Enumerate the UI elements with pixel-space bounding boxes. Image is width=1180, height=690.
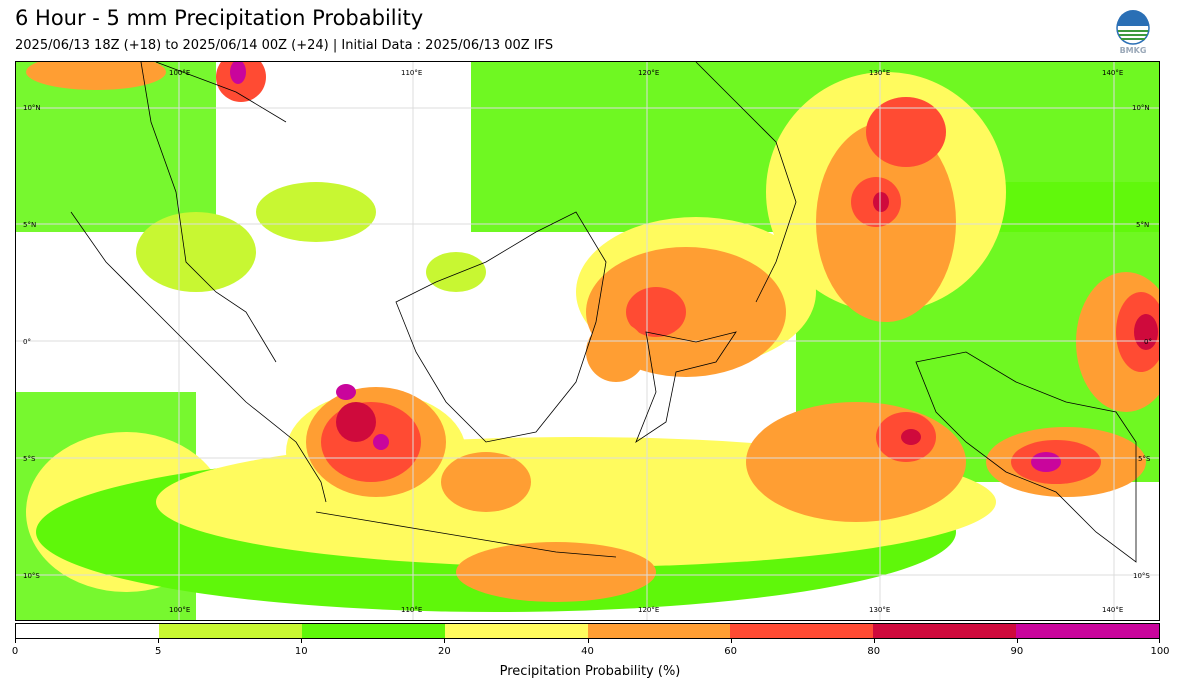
field-c-red	[626, 287, 686, 337]
lon-label-bottom-140: 140°E	[1102, 606, 1123, 614]
field-e-orange	[746, 402, 966, 522]
colorbar-segment	[16, 624, 159, 638]
lon-label-top-110: 110°E	[401, 69, 422, 77]
coast-sumatra	[70, 211, 327, 503]
colorbar-segment	[158, 624, 302, 638]
colorbar-label: Precipitation Probability (%)	[499, 664, 681, 679]
coast-malay-peninsula	[140, 62, 277, 363]
field-nw-orange	[26, 62, 166, 90]
field-nw	[16, 62, 216, 232]
lat-label-left-5s: 5°S	[23, 455, 36, 463]
lon-label-top-120: 120°E	[638, 69, 659, 77]
lon-label-top-100: 100°E	[169, 69, 190, 77]
lat-label-right-0: 0°	[1144, 338, 1152, 346]
colorbar-tick	[1016, 639, 1018, 643]
field-ne-red	[866, 97, 946, 167]
field-se-magenta	[1031, 452, 1061, 472]
coastlines	[70, 62, 1137, 563]
map-canvas: 100°E 110°E 120°E 130°E 140°E 100°E 110°…	[16, 62, 1159, 620]
colorbar-tick-label: 20	[438, 646, 451, 657]
colorbar-segment	[587, 624, 731, 638]
field-s-magenta	[336, 384, 356, 400]
field-lightgreen-1	[136, 212, 256, 292]
coast-philippines	[695, 62, 797, 303]
coast-java	[315, 511, 617, 558]
lat-label-right-10n: 10°N	[1132, 104, 1150, 112]
field-nw-magenta	[230, 62, 246, 84]
coast-borneo	[395, 211, 607, 443]
colorbar-segment	[444, 624, 588, 638]
colorbar-tick-label: 40	[581, 646, 594, 657]
colorbar-tick	[873, 639, 875, 643]
field-south-orange	[456, 542, 656, 602]
colorbar-tick-label: 10	[294, 646, 308, 657]
colorbar-tick-label: 90	[1010, 646, 1024, 657]
lon-label-top-130: 130°E	[869, 69, 890, 77]
colorbar-tick	[587, 639, 589, 643]
field-c-orange-2	[586, 322, 646, 382]
field-lightgreen-3	[426, 252, 486, 292]
lat-label-left-10n: 10°N	[23, 104, 41, 112]
svg-text:BMKG: BMKG	[1120, 46, 1147, 55]
field-s-crimson	[336, 402, 376, 442]
field-e-crimson	[901, 429, 921, 445]
colorbar-tick-label: 0	[11, 646, 19, 657]
lon-label-bottom-120: 120°E	[638, 606, 659, 614]
colorbar-segment	[873, 624, 1017, 638]
colorbar-segment	[730, 624, 874, 638]
lon-label-bottom-130: 130°E	[869, 606, 890, 614]
field-s-magenta-2	[373, 434, 389, 450]
coast-new-guinea	[915, 351, 1137, 563]
field-java-orange	[441, 452, 531, 512]
colorbar-segment	[301, 624, 445, 638]
bmkg-logo: BMKG	[1112, 10, 1154, 56]
colorbar-tick	[15, 639, 16, 643]
colorbar	[15, 623, 1160, 639]
colorbar-ticks: 0 5 10 20 40 60 80 90 100	[11, 639, 1170, 659]
colorbar-tick-label: 5	[154, 646, 162, 657]
field-ne-crimson	[873, 192, 889, 212]
colorbar-tick-label: 100	[1150, 646, 1170, 657]
map-subtitle: 2025/06/13 18Z (+18) to 2025/06/14 00Z (…	[15, 38, 554, 53]
colorbar-segment	[1016, 624, 1159, 638]
lat-label-left-5n: 5°N	[23, 221, 36, 229]
lon-label-top-140: 140°E	[1102, 69, 1123, 77]
lat-label-left-10s: 10°S	[23, 572, 40, 580]
colorbar-tick-label: 60	[724, 646, 737, 657]
map-title: 6 Hour - 5 mm Precipitation Probability	[15, 6, 424, 30]
lat-label-left-0: 0°	[23, 338, 31, 346]
colorbar-tick	[444, 639, 446, 643]
coast-sulawesi	[635, 331, 737, 444]
lat-label-right-10s: 10°S	[1133, 572, 1150, 580]
coast-indochina	[155, 62, 287, 123]
lon-label-bottom-110: 110°E	[401, 606, 422, 614]
probability-field	[16, 62, 1159, 620]
colorbar-tick	[158, 639, 160, 643]
lon-label-bottom-100: 100°E	[169, 606, 190, 614]
axis-labels: 100°E 110°E 120°E 130°E 140°E 100°E 110°…	[23, 69, 1152, 614]
precipitation-map: 100°E 110°E 120°E 130°E 140°E 100°E 110°…	[15, 61, 1160, 621]
lat-label-right-5s: 5°S	[1138, 455, 1151, 463]
colorbar-tick-label: 80	[867, 646, 881, 657]
lat-label-right-5n: 5°N	[1136, 221, 1149, 229]
colorbar-tick	[1159, 639, 1160, 643]
colorbar-tick	[730, 639, 732, 643]
gridlines	[16, 62, 1159, 620]
field-lightgreen-2	[256, 182, 376, 242]
colorbar-tick	[301, 639, 303, 643]
